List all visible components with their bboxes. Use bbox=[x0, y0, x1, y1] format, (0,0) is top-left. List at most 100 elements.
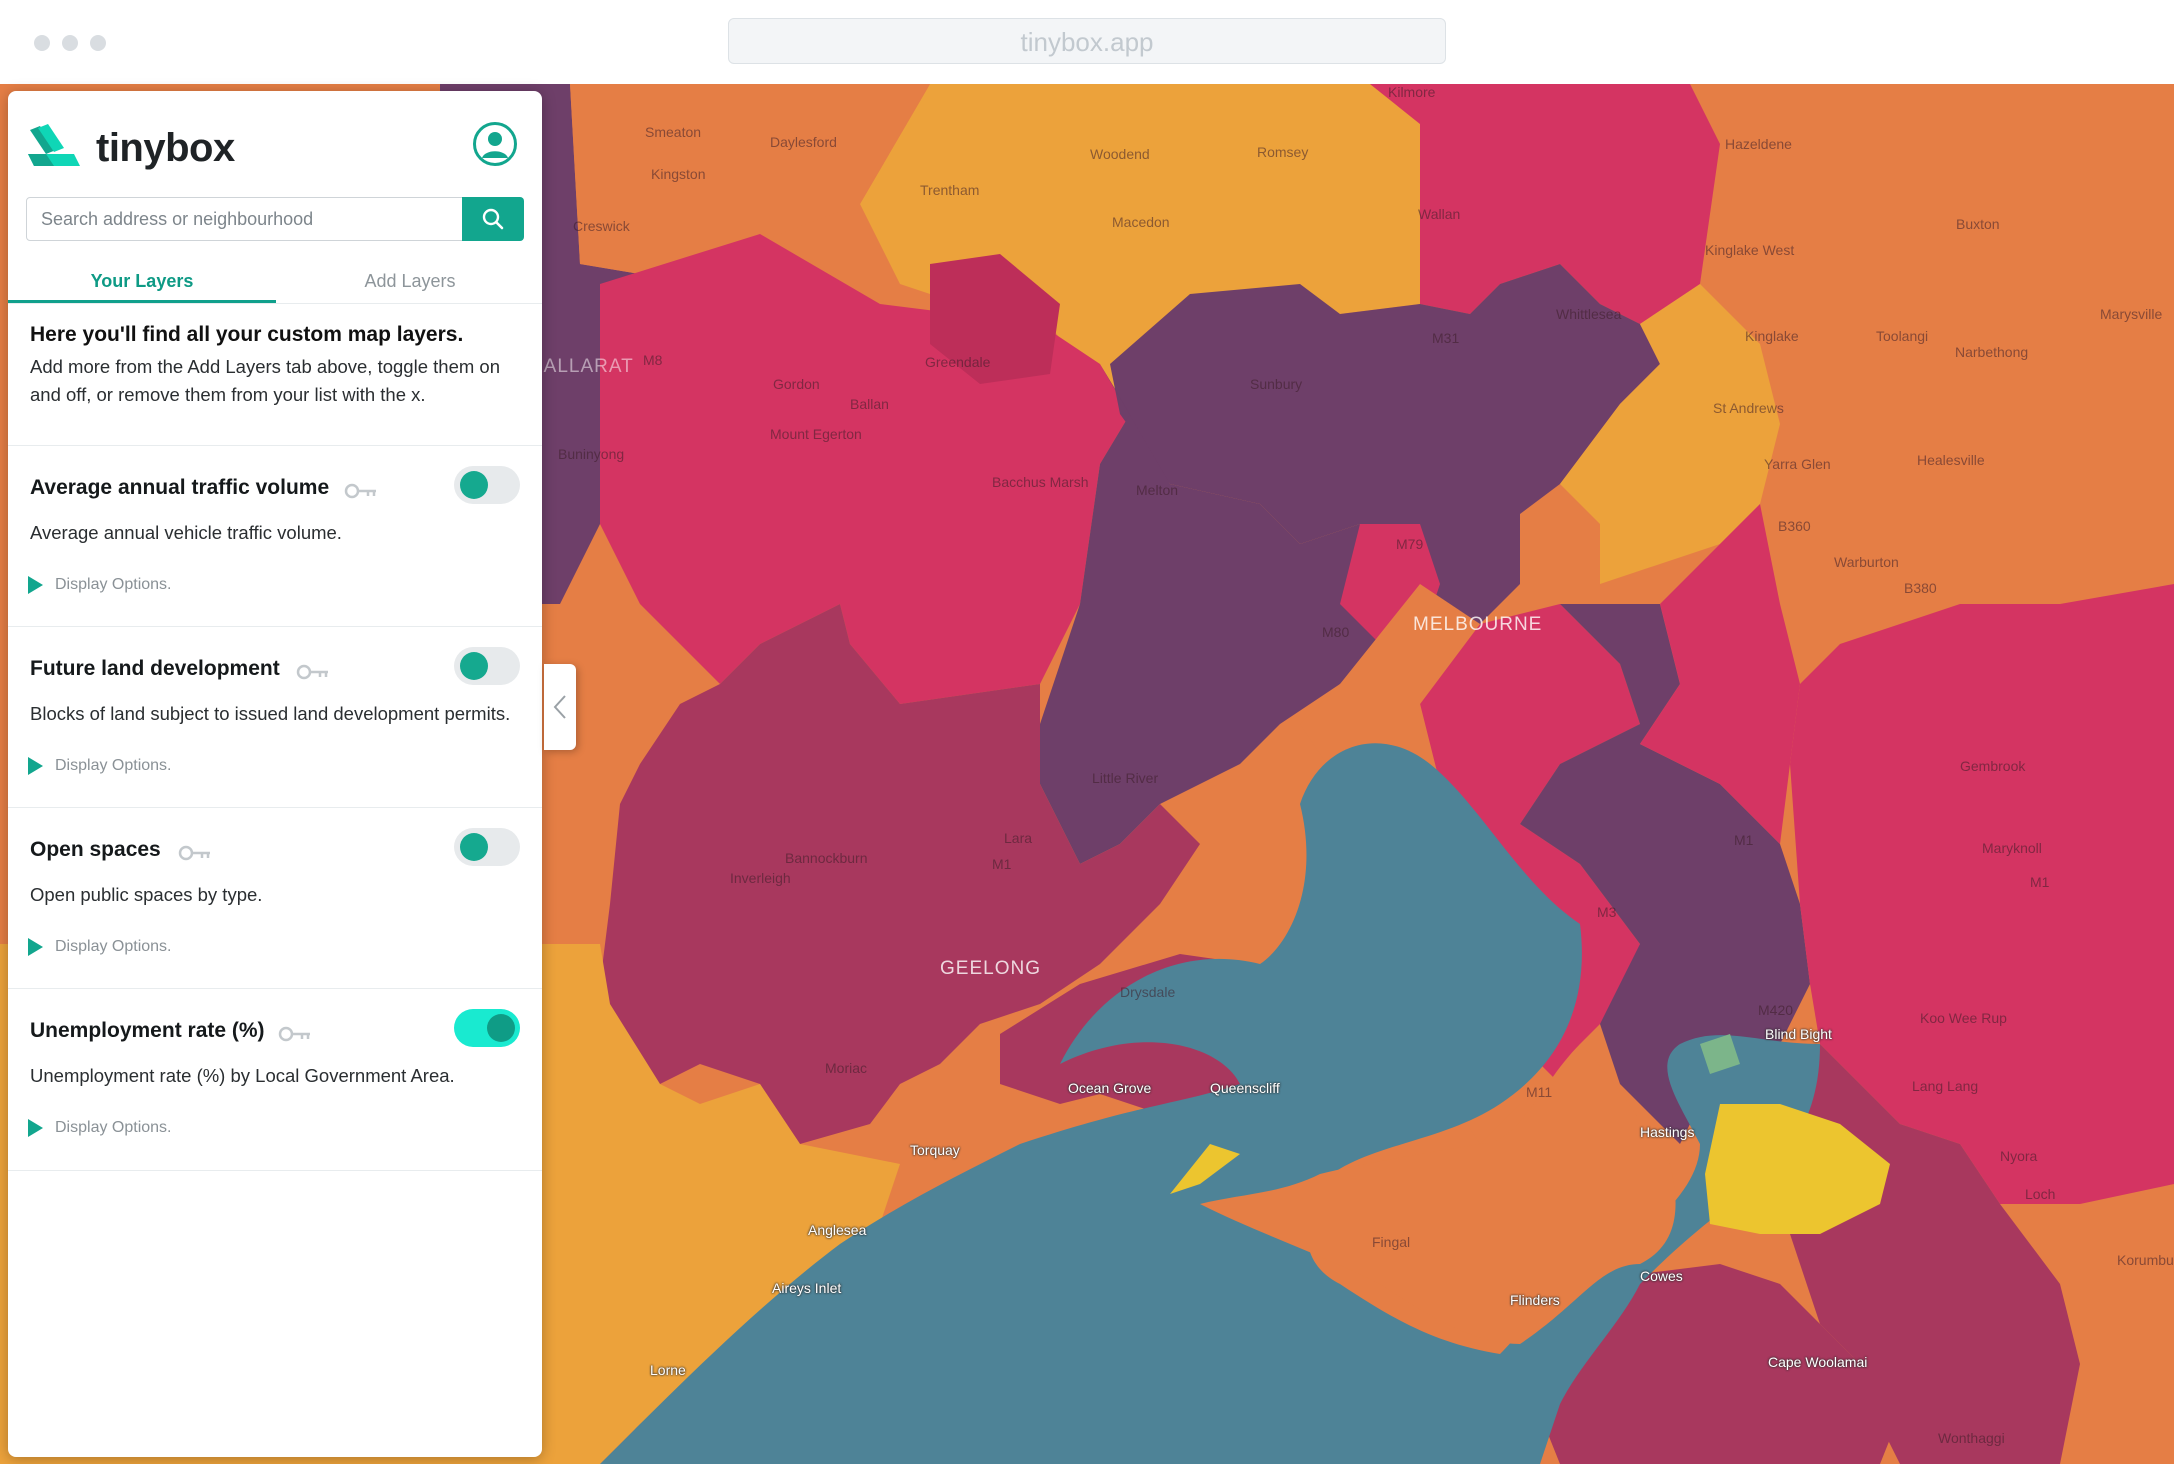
layer-title: Future land development bbox=[30, 657, 280, 680]
road-label: M31 bbox=[1432, 330, 1460, 346]
map-label: Korumburra bbox=[2117, 1252, 2174, 1268]
map-label: Nyora bbox=[2000, 1148, 2038, 1164]
display-options-toggle[interactable]: Display Options. bbox=[28, 576, 172, 594]
map-label: Melton bbox=[1136, 482, 1179, 498]
window-maximize-dot[interactable] bbox=[90, 35, 106, 51]
layer-description: Average annual vehicle traffic volume. bbox=[30, 522, 342, 543]
display-options-label: Display Options. bbox=[55, 1119, 172, 1136]
browser-chrome: tinybox.app bbox=[0, 0, 2174, 85]
map-label: Gembrook bbox=[1960, 758, 2026, 774]
road-label: M1 bbox=[1734, 832, 1754, 848]
key-icon[interactable] bbox=[278, 1025, 312, 1043]
layer-tabs: Your Layers Add Layers bbox=[8, 259, 542, 304]
map-label: Warburton bbox=[1834, 554, 1899, 570]
map-label: Kinglake West bbox=[1705, 242, 1795, 258]
layer-title: Average annual traffic volume bbox=[30, 476, 330, 499]
display-options-toggle[interactable]: Display Options. bbox=[28, 938, 172, 956]
map-label: Koo Wee Rup bbox=[1920, 1010, 2007, 1026]
map-label: Whittlesea bbox=[1556, 306, 1622, 322]
toggle-knob bbox=[460, 833, 488, 861]
display-options-label: Display Options. bbox=[55, 576, 172, 593]
map-label: Cape Woolamai bbox=[1768, 1354, 1868, 1370]
map-label: Moriac bbox=[825, 1060, 868, 1076]
key-icon[interactable] bbox=[178, 844, 212, 862]
display-options-toggle[interactable]: Display Options. bbox=[28, 757, 172, 775]
map-label: Greendale bbox=[925, 354, 991, 370]
road-label: M420 bbox=[1758, 1002, 1794, 1018]
map-label: Cowes bbox=[1640, 1268, 1683, 1284]
map-label: Maryknoll bbox=[1982, 840, 2042, 856]
search-button[interactable] bbox=[462, 197, 524, 241]
play-triangle-icon bbox=[28, 757, 43, 775]
window-minimize-dot[interactable] bbox=[62, 35, 78, 51]
address-bar[interactable]: tinybox.app bbox=[728, 18, 1446, 64]
intro-text: Here you'll find all your custom map lay… bbox=[30, 323, 520, 409]
window-close-dot[interactable] bbox=[34, 35, 50, 51]
layer-toggle[interactable] bbox=[454, 828, 520, 866]
map-label: Aireys Inlet bbox=[772, 1280, 842, 1296]
tab-your-layers[interactable]: Your Layers bbox=[8, 259, 276, 303]
layer-toggle[interactable] bbox=[454, 466, 520, 504]
layer-description: Blocks of land subject to issued land de… bbox=[30, 703, 511, 724]
map-label: Macedon bbox=[1112, 214, 1170, 230]
map-label: Little River bbox=[1092, 770, 1159, 786]
map-label: Torquay bbox=[910, 1142, 960, 1158]
layer-title: Open spaces bbox=[30, 838, 161, 861]
layer-description: Open public spaces by type. bbox=[30, 884, 263, 905]
map-label: Mount Egerton bbox=[770, 426, 862, 442]
map-label: Hazeldene bbox=[1725, 136, 1792, 152]
layers-panel: tinybox Your Layers Add Layers Here you'… bbox=[8, 91, 542, 1457]
search-input[interactable] bbox=[26, 197, 468, 241]
intro-body: Add more from the Add Layers tab above, … bbox=[30, 356, 500, 405]
display-options-label: Display Options. bbox=[55, 938, 172, 955]
map-label: MELBOURNE bbox=[1413, 614, 1543, 635]
map-label: Inverleigh bbox=[730, 870, 791, 886]
map-label: Kilmore bbox=[1388, 84, 1436, 100]
brand-name: tinybox bbox=[96, 125, 235, 170]
key-icon[interactable] bbox=[344, 482, 378, 500]
search-icon bbox=[482, 208, 504, 230]
map-label: Narbethong bbox=[1955, 344, 2029, 360]
brand-logo[interactable]: tinybox bbox=[26, 121, 235, 175]
key-icon[interactable] bbox=[296, 663, 330, 681]
map-label: St Andrews bbox=[1713, 400, 1784, 416]
map-label: Bacchus Marsh bbox=[992, 474, 1089, 490]
map-label: Trentham bbox=[920, 182, 980, 198]
road-label: M1 bbox=[992, 856, 1012, 872]
tab-add-layers[interactable]: Add Layers bbox=[364, 271, 456, 291]
map-label: Anglesea bbox=[808, 1222, 867, 1238]
layer-item: Unemployment rate (%) Unemployment rate … bbox=[8, 988, 542, 1171]
user-avatar-icon[interactable] bbox=[472, 121, 518, 167]
map-label: GEELONG bbox=[940, 958, 1041, 979]
map-label: Lara bbox=[1004, 830, 1033, 846]
collapse-panel-button[interactable] bbox=[544, 664, 576, 750]
map-label: Smeaton bbox=[645, 124, 702, 140]
map-label: Kingston bbox=[651, 166, 706, 182]
map-label: BALLARAT bbox=[530, 356, 634, 377]
map-label: Ballan bbox=[850, 396, 889, 412]
chevron-left-icon bbox=[553, 695, 566, 719]
map-label: Loch bbox=[2025, 1186, 2056, 1202]
map-label: Marysville bbox=[2100, 306, 2163, 322]
road-label: M80 bbox=[1322, 624, 1350, 640]
map-label: Bannockburn bbox=[785, 850, 868, 866]
toggle-knob bbox=[487, 1014, 515, 1042]
map-label: Healesville bbox=[1917, 452, 1985, 468]
layer-toggle[interactable] bbox=[454, 647, 520, 685]
road-label: M79 bbox=[1396, 536, 1424, 552]
tinybox-logo-icon bbox=[28, 124, 80, 166]
map-label: Woodend bbox=[1090, 146, 1150, 162]
layer-toggle[interactable] bbox=[454, 1009, 520, 1047]
road-label: M1 bbox=[2030, 874, 2050, 890]
map-label: Ocean Grove bbox=[1068, 1080, 1152, 1096]
map-label: Gordon bbox=[773, 376, 820, 392]
layer-item: Average annual traffic volume Average an… bbox=[8, 445, 542, 627]
road-label: M8 bbox=[643, 352, 663, 368]
road-label: M11 bbox=[1526, 1084, 1553, 1100]
map-label: Yarra Glen bbox=[1764, 456, 1831, 472]
map-label: Romsey bbox=[1257, 144, 1309, 160]
map-label: Creswick bbox=[573, 218, 630, 234]
layer-description: Unemployment rate (%) by Local Governmen… bbox=[30, 1065, 455, 1086]
display-options-toggle[interactable]: Display Options. bbox=[28, 1119, 172, 1137]
choropleth-map[interactable]: Kilmore Smeaton Daylesford Woodend Romse… bbox=[0, 84, 2174, 1464]
